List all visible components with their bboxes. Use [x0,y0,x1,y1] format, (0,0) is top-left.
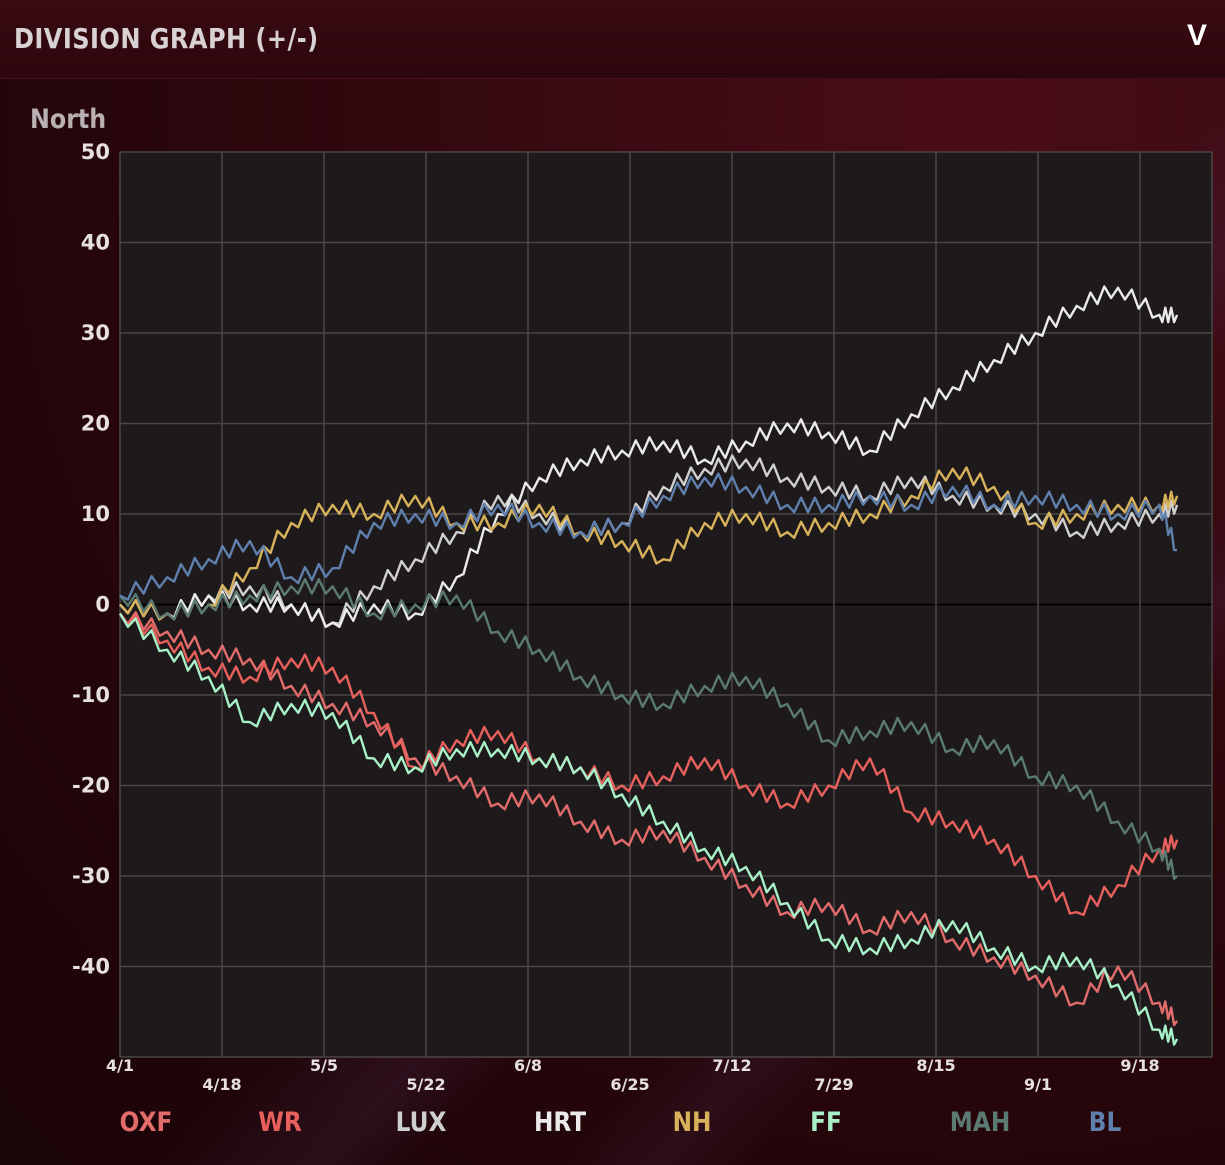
y-tick-label: 0 [95,593,110,617]
y-tick-label: 20 [81,412,110,436]
series-line-oxf [119,611,1179,1027]
panel-header: DIVISION GRAPH (+/-) V [0,0,1225,79]
y-tick-label: 10 [81,502,110,526]
y-tick-label: 30 [81,321,110,345]
division-graph-chart: 50 40 30 20 10 0 -10 -20 -30 -40 4/1 4/18 5/5 5/22 6/8… [72,140,1213,1094]
legend-item-mah[interactable]: MAH [949,1107,1011,1138]
y-tick-label: 40 [81,231,110,255]
x-tick-label: 9/1 [1024,1075,1052,1094]
panel-title: DIVISION GRAPH (+/-) [14,22,319,55]
y-tick-label: -10 [72,683,110,707]
y-tick-label: -40 [72,955,110,979]
collapse-chevron-icon[interactable]: V [1186,19,1207,52]
x-tick-label: 7/29 [814,1075,853,1094]
legend-item-hrt[interactable]: HRT [533,1107,587,1138]
legend-item-bl[interactable]: BL [1088,1107,1122,1138]
x-tick-label: 5/5 [310,1056,338,1075]
y-tick-label: -30 [72,864,110,888]
legend-item-wr[interactable]: WR [258,1107,302,1138]
y-tick-label: 50 [81,140,110,164]
series-line-bl [119,472,1178,601]
x-tick-label: 9/18 [1120,1056,1159,1075]
y-tick-label: -20 [72,774,110,798]
series-line-nh [119,466,1179,621]
x-tick-label: 6/25 [610,1075,649,1094]
division-label: North [30,104,107,135]
series-line-ff [118,612,1179,1046]
legend-item-oxf[interactable]: OXF [119,1107,173,1138]
legend-item-lux[interactable]: LUX [395,1107,447,1138]
chart-legend: OXF WR LUX HRT NH FF MAH BL [0,1105,1225,1145]
series-line-mah [119,578,1178,880]
x-tick-label: 4/18 [202,1075,241,1094]
legend-item-ff[interactable]: FF [810,1107,842,1138]
x-tick-label: 4/1 [106,1056,134,1075]
series-line-hrt [119,285,1179,628]
series-line-wr [119,612,1179,917]
x-tick-label: 6/8 [514,1056,542,1075]
x-tick-label: 5/22 [406,1075,445,1094]
x-tick-label: 8/15 [916,1056,955,1075]
legend-item-nh[interactable]: NH [672,1107,712,1138]
x-tick-label: 7/12 [712,1056,751,1075]
